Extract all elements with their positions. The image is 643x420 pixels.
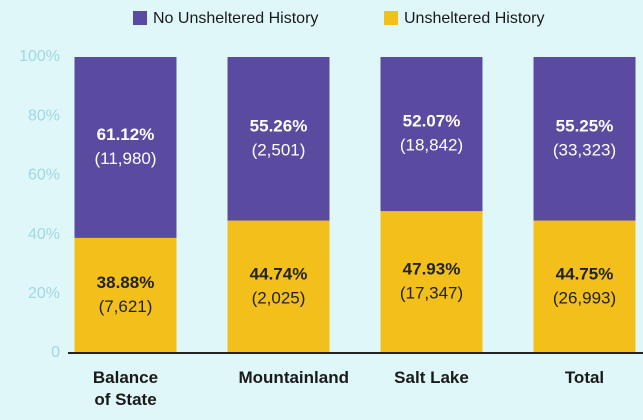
- count-label: (33,323): [553, 140, 616, 159]
- bar-segment: [533, 220, 636, 353]
- y-tick-label: 0: [51, 344, 60, 361]
- x-tick-label: Salt Lake: [394, 368, 469, 387]
- count-label: (18,842): [400, 136, 463, 155]
- bar-segment: [227, 57, 330, 221]
- count-label: (26,993): [553, 288, 616, 307]
- bar-segment: [74, 237, 177, 353]
- y-tick-label: 20%: [28, 285, 60, 302]
- bar-segment: [74, 57, 177, 238]
- x-tick-label-box: Salt Lake: [357, 367, 507, 389]
- x-tick-label: Total: [564, 368, 605, 387]
- value-label: 55.26%: [250, 116, 308, 135]
- count-label: (7,621): [99, 297, 153, 316]
- y-tick-label: 60%: [28, 167, 60, 184]
- count-label: (2,501): [252, 140, 306, 159]
- value-label: 52.07%: [403, 112, 461, 131]
- y-tick-label: 100%: [19, 48, 60, 65]
- count-label: (11,980): [94, 149, 156, 168]
- value-label: 44.75%: [556, 264, 614, 283]
- x-tick-label: Balance of State: [92, 368, 159, 409]
- bar-segment: [533, 57, 636, 221]
- bar-segment: [380, 211, 483, 353]
- value-label: 61.12%: [97, 125, 155, 144]
- x-tick-label: Mountainland: [238, 368, 349, 387]
- value-label: 44.74%: [250, 264, 308, 283]
- count-label: (2,025): [252, 288, 306, 307]
- bar-segment: [380, 57, 483, 212]
- value-label: 55.25%: [556, 116, 614, 135]
- y-tick-label: 40%: [28, 226, 60, 243]
- y-tick-label: 80%: [28, 107, 60, 124]
- x-tick-label-box: Total: [510, 367, 643, 389]
- value-label: 38.88%: [97, 273, 155, 292]
- x-tick-label-box: Mountainland: [204, 367, 354, 389]
- legend-label: Unsheltered History: [404, 10, 545, 27]
- bar-segment: [227, 220, 330, 353]
- value-label: 47.93%: [403, 260, 461, 279]
- legend-label: No Unsheltered History: [153, 10, 318, 27]
- legend-swatch: [133, 11, 147, 25]
- legend-swatch: [384, 11, 398, 25]
- count-label: (17,347): [400, 284, 463, 303]
- x-tick-label-box: Balance of State: [51, 367, 201, 411]
